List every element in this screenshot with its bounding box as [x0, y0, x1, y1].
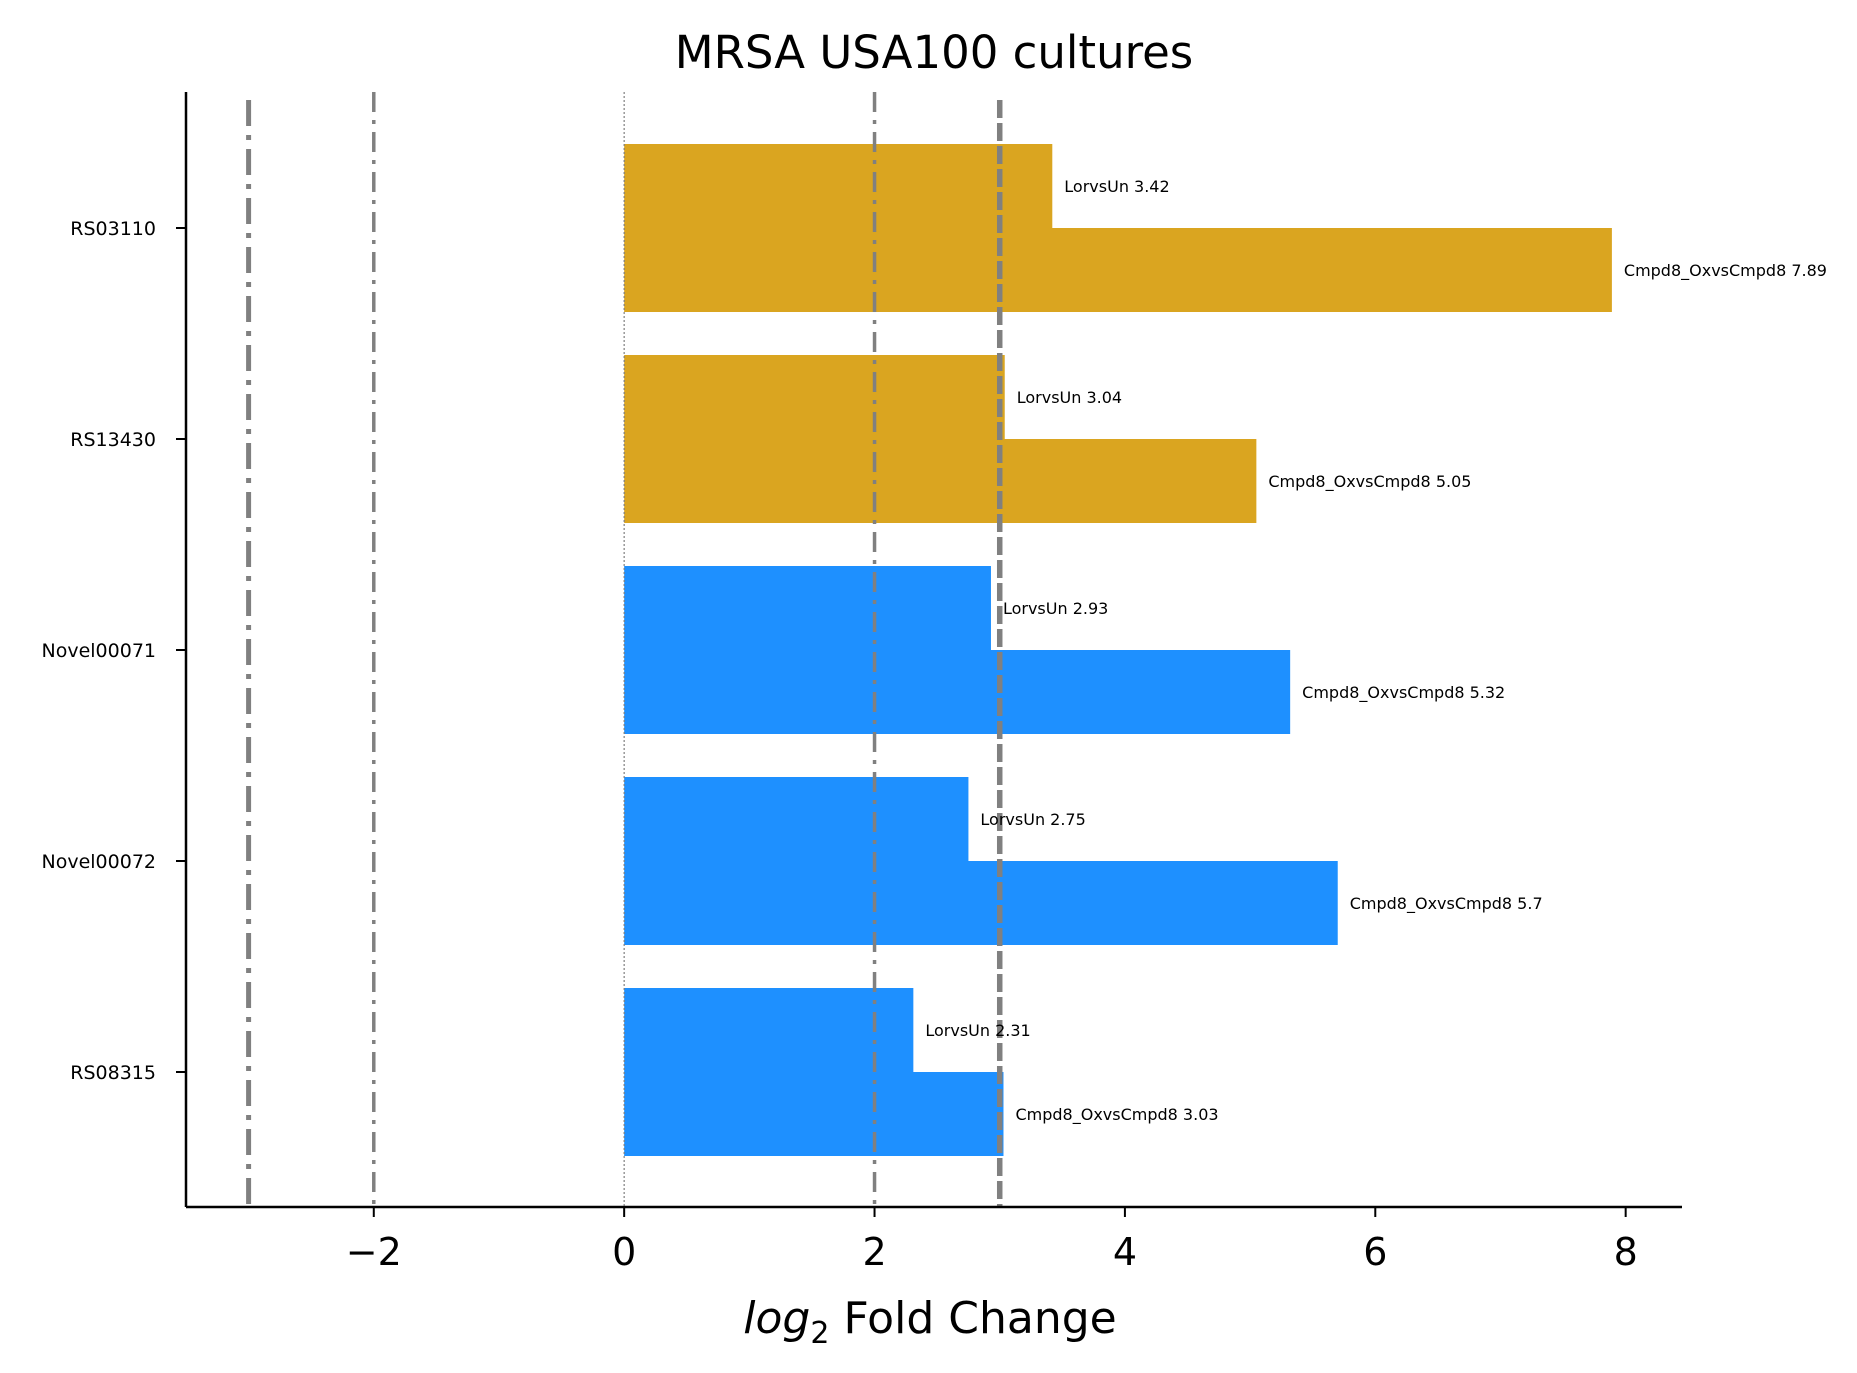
y-tick-label: RS08315 — [70, 1062, 156, 1084]
x-tick-label: 6 — [1363, 1230, 1387, 1274]
bar-value-label: LorvsUn 2.93 — [1003, 599, 1108, 618]
x-tick-label: −2 — [346, 1230, 402, 1274]
y-tick-label: Novel00072 — [42, 851, 157, 873]
bar — [624, 439, 1257, 523]
bar — [624, 228, 1612, 312]
chart-title: MRSA USA100 cultures — [675, 26, 1193, 79]
bar — [624, 861, 1338, 945]
bar — [624, 355, 1005, 439]
bar — [624, 1072, 1004, 1156]
bar-value-label: LorvsUn 3.04 — [1017, 388, 1122, 407]
y-tick-label: Novel00071 — [42, 640, 157, 662]
x-axis-label-subscript: 2 — [810, 1316, 829, 1351]
bar-value-label: Cmpd8_OxvsCmpd8 5.32 — [1302, 683, 1505, 703]
bar-value-label: Cmpd8_OxvsCmpd8 7.89 — [1624, 261, 1827, 281]
x-tick-label: 2 — [862, 1230, 886, 1274]
bar — [624, 144, 1053, 228]
bar-value-label: Cmpd8_OxvsCmpd8 5.05 — [1268, 472, 1471, 492]
reference-lines-overlay — [246, 92, 1003, 1207]
bar-value-label: LorvsUn 3.42 — [1064, 177, 1169, 196]
x-tick-label: 8 — [1614, 1230, 1638, 1274]
bar — [624, 988, 914, 1072]
bar — [624, 650, 1291, 734]
bars — [624, 144, 1612, 1156]
bar-value-label: LorvsUn 2.31 — [925, 1021, 1030, 1040]
bar-value-label: Cmpd8_OxvsCmpd8 5.7 — [1350, 894, 1543, 914]
x-axis-label: log2 Fold Change — [743, 1293, 1116, 1351]
x-axis-label-log: log — [743, 1293, 810, 1344]
bar-labels: LorvsUn 3.42 Cmpd8_OxvsCmpd8 7.89 LorvsUn … — [925, 177, 1827, 1125]
axes: RS03110 RS13430 Novel00071 Novel00072 RS0831… — [42, 92, 1682, 1274]
y-tick-label: RS13430 — [70, 429, 156, 451]
y-tick-label: RS03110 — [70, 218, 156, 240]
x-tick-label: 0 — [612, 1230, 636, 1274]
x-tick-label: 4 — [1113, 1230, 1137, 1274]
bar-value-label: LorvsUn 2.75 — [980, 810, 1085, 829]
bar — [624, 566, 991, 650]
bar — [624, 777, 969, 861]
x-axis-label-rest: Fold Change — [829, 1293, 1116, 1344]
bar-value-label: Cmpd8_OxvsCmpd8 3.03 — [1015, 1105, 1218, 1125]
